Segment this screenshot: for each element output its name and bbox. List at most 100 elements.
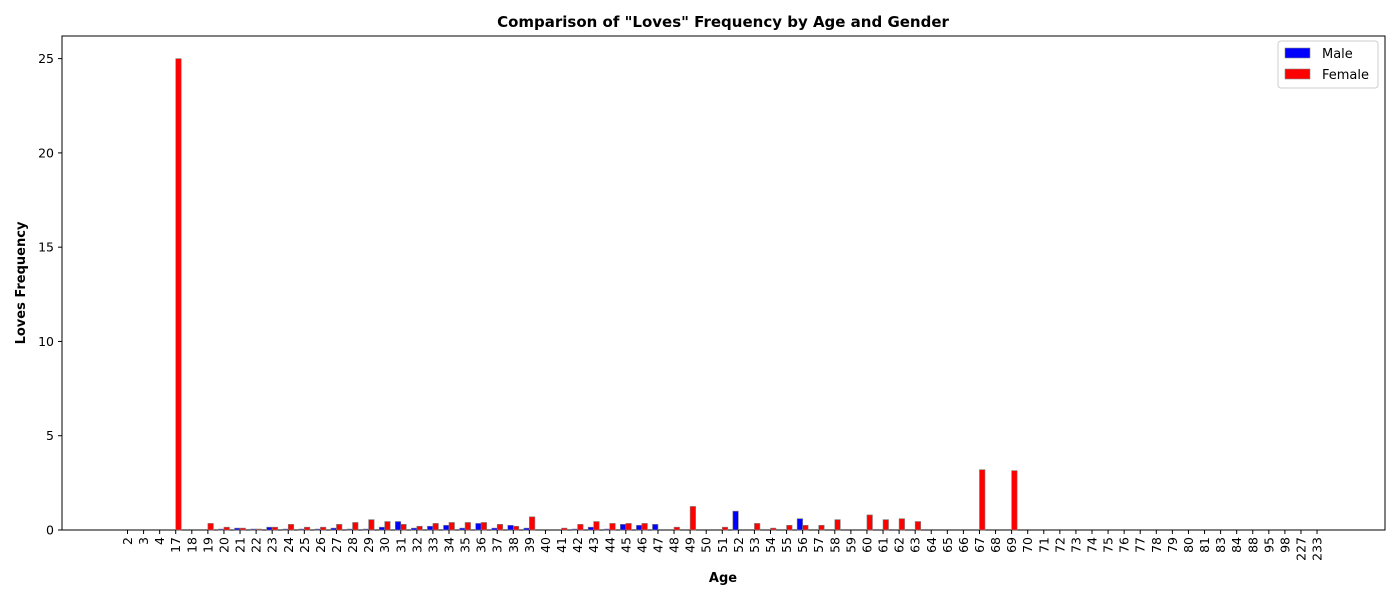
x-tick-label: 64 [924, 537, 939, 553]
y-tick-label: 0 [46, 523, 54, 538]
x-tick-label: 22 [249, 537, 264, 553]
x-tick-label: 45 [618, 537, 633, 553]
bar-female-62 [898, 518, 905, 531]
x-tick-label: 81 [1197, 537, 1212, 553]
bar-male-21 [234, 527, 241, 531]
bar-male-35 [459, 527, 466, 531]
bar-female-19 [207, 523, 214, 531]
x-tick-label: 29 [361, 537, 376, 553]
x-tick-label: 39 [522, 537, 537, 553]
bar-male-45 [620, 524, 627, 531]
x-tick-label: 68 [988, 537, 1003, 553]
bar-female-69 [1011, 470, 1018, 531]
plot-area [61, 35, 1386, 531]
bar-male-52 [732, 510, 739, 531]
x-tick-label: 18 [184, 537, 199, 553]
bar-female-17 [175, 58, 182, 531]
bar-female-43 [593, 521, 600, 531]
bar-male-34 [443, 524, 450, 531]
x-tick-label: 69 [1004, 537, 1019, 553]
x-tick-label: 70 [1020, 537, 1035, 553]
bar-female-35 [464, 522, 471, 531]
x-axis-label: Age [709, 571, 737, 586]
x-tick-label: 24 [281, 537, 296, 553]
legend-swatch-male [1284, 47, 1311, 59]
bar-male-38 [507, 524, 514, 531]
bar-male-29 [362, 528, 369, 531]
x-tick-label: 75 [1101, 537, 1116, 553]
bar-female-28 [352, 522, 359, 531]
x-tick-label: 73 [1068, 537, 1083, 553]
x-tick-label: 51 [715, 537, 730, 553]
bar-female-46 [641, 523, 648, 531]
bar-female-61 [882, 519, 889, 531]
x-tick-label: 52 [731, 537, 746, 553]
bar-female-30 [384, 521, 391, 531]
x-tick-label: 76 [1117, 537, 1132, 553]
bar-female-55 [786, 524, 793, 531]
bar-female-37 [496, 524, 504, 531]
bar-female-26 [320, 526, 327, 531]
bar-male-46 [636, 524, 643, 531]
x-tick-label: 59 [843, 537, 858, 553]
legend-label-male: Male [1322, 47, 1353, 62]
chart-title: Comparison of "Loves" Frequency by Age a… [497, 13, 949, 31]
x-tick-label: 38 [506, 537, 521, 553]
bar-female-39 [529, 516, 536, 531]
bar-male-42 [571, 528, 578, 531]
x-tick-label: 49 [683, 537, 698, 553]
bar-female-21 [239, 527, 246, 531]
x-tick-label: 34 [442, 537, 457, 553]
bar-female-58 [834, 519, 841, 531]
x-tick-label: 2 [120, 537, 135, 545]
y-tick-label: 10 [38, 334, 54, 349]
x-tick-label: 21 [233, 537, 248, 553]
x-tick-label: 61 [876, 537, 891, 553]
bar-female-22 [255, 528, 262, 531]
bar-male-39 [523, 527, 530, 531]
x-tick-label: 71 [1036, 537, 1051, 553]
bar-male-44 [603, 528, 611, 531]
x-tick-label: 54 [763, 537, 778, 553]
bar-male-26 [314, 528, 321, 531]
bars-group [175, 58, 1018, 531]
x-tick-label: 227 [1293, 537, 1308, 561]
x-tick-label: 3 [136, 537, 151, 545]
x-tick-label: 53 [747, 537, 762, 553]
x-tick-label: 83 [1213, 537, 1228, 553]
x-tick-label: 33 [425, 537, 440, 553]
bar-male-32 [411, 527, 418, 531]
x-tick-label: 50 [699, 537, 714, 553]
x-tick-label: 65 [940, 537, 955, 553]
x-tick-label: 41 [554, 537, 569, 553]
y-axis-label: Loves Frequency [14, 221, 29, 344]
bar-female-67 [979, 469, 986, 531]
bar-male-25 [298, 528, 305, 531]
bar-female-57 [818, 524, 825, 531]
bar-female-31 [400, 524, 407, 531]
x-tick-label: 26 [313, 537, 328, 553]
x-tick-label: 58 [827, 537, 842, 553]
x-tick-label: 4 [152, 537, 167, 545]
bar-female-23 [271, 526, 278, 531]
x-tick-label: 66 [956, 537, 971, 553]
x-tick-label: 233 [1310, 537, 1325, 561]
x-tick-label: 37 [490, 537, 505, 553]
bar-male-23 [266, 526, 273, 531]
bar-male-22 [250, 528, 257, 531]
x-tick-label: 17 [168, 537, 183, 553]
bar-female-25 [304, 526, 311, 531]
bar-female-20 [223, 526, 230, 531]
x-tick-label: 20 [216, 537, 231, 553]
x-tick-label: 56 [795, 537, 810, 553]
bar-female-38 [512, 525, 520, 531]
bar-female-60 [866, 514, 873, 531]
x-tick-label: 98 [1277, 537, 1292, 553]
y-axis: 0 5 10 15 20 25 [38, 51, 62, 538]
bar-male-31 [394, 521, 402, 531]
bar-male-47 [652, 524, 659, 531]
bar-female-49 [689, 506, 696, 531]
y-tick-label: 25 [38, 51, 54, 66]
x-tick-label: 48 [667, 537, 682, 553]
x-tick-label: 63 [908, 537, 923, 553]
